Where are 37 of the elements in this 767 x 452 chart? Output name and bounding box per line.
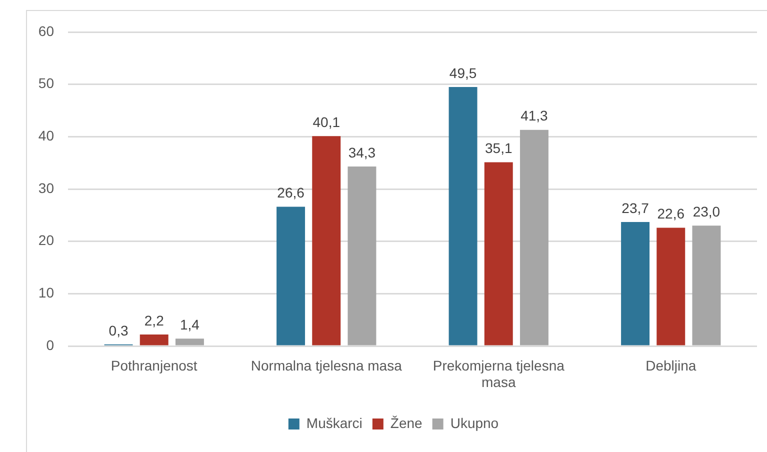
bar [312, 136, 341, 346]
y-tick-label: 20 [38, 232, 54, 248]
y-tick-label: 60 [38, 22, 54, 39]
x-tick-label: Pothranjenost [110, 357, 198, 374]
bar [656, 228, 686, 346]
data-label: 23,0 [692, 203, 720, 220]
bar [621, 222, 650, 346]
data-label: 1,4 [180, 316, 200, 333]
data-label: 49,5 [449, 64, 477, 81]
bar [484, 162, 513, 346]
data-label: 23,7 [622, 200, 650, 216]
data-label: 35,1 [485, 140, 512, 156]
bar [276, 206, 306, 346]
legend-label: Ukupno [450, 414, 499, 431]
data-label: 26,6 [277, 184, 305, 201]
x-tick-label: Debljina [646, 357, 696, 374]
legend-label: Žene [390, 414, 423, 431]
y-tick-label: 30 [38, 180, 54, 196]
data-label: 40,1 [312, 114, 340, 130]
bar [348, 166, 376, 346]
bar [448, 86, 478, 346]
data-label: 41,3 [520, 108, 548, 124]
data-label: 22,6 [657, 206, 685, 222]
data-label: 34,3 [348, 144, 376, 160]
x-tick-label: Prekomjerna tjelesna masa [432, 357, 565, 390]
data-label: 2,2 [144, 312, 164, 328]
legend-label: Muškarci [306, 414, 362, 431]
bar [692, 226, 721, 346]
y-tick-label: 10 [38, 284, 54, 301]
bar [520, 130, 548, 346]
data-label: 0,3 [108, 322, 128, 338]
bar [175, 338, 204, 346]
y-tick-label: 0 [46, 336, 54, 353]
x-tick-label: Normalna tjelesna masa [250, 357, 402, 374]
y-tick-label: 40 [38, 128, 54, 144]
bar [140, 334, 168, 346]
y-tick-label: 50 [38, 75, 54, 92]
